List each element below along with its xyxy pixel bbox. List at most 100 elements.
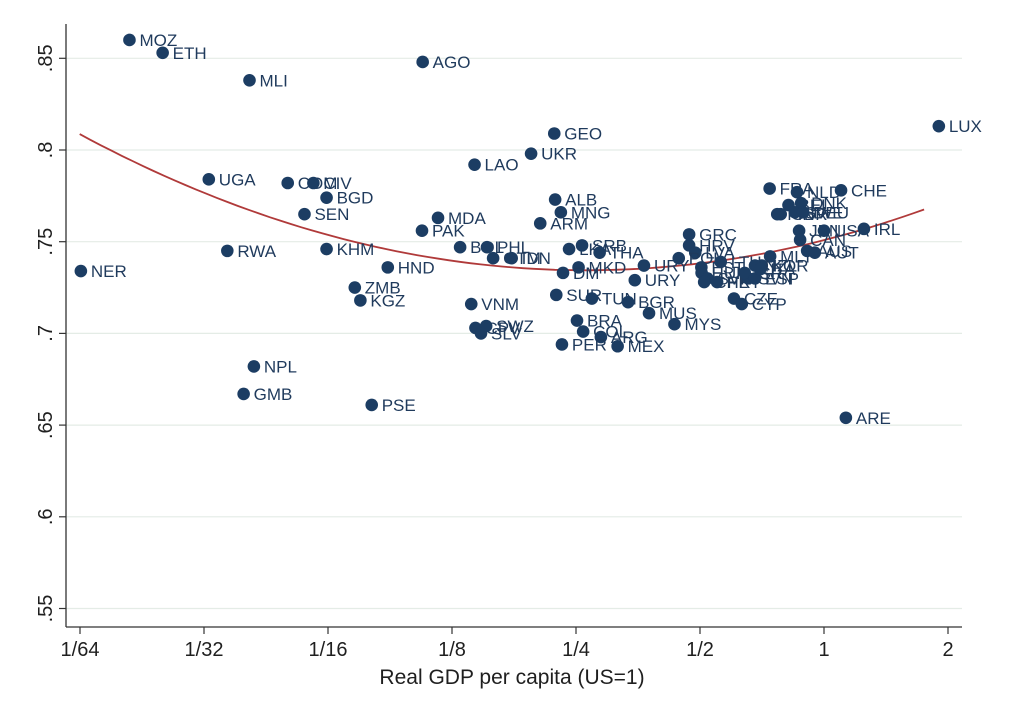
data-point (642, 306, 656, 320)
data-point (415, 224, 429, 237)
y-ticks: .55 .6 .65 .7 .75 .8 .85 (35, 44, 66, 622)
point-label: CHL (714, 273, 748, 292)
data-point (123, 33, 136, 47)
point-label: IDN (522, 249, 551, 268)
x-tick-label: 1 (818, 639, 829, 661)
y-tick-label: .75 (35, 228, 57, 256)
data-point (416, 55, 429, 69)
data-point (753, 262, 767, 276)
point-label: UKR (541, 145, 577, 164)
point-label: PAK (432, 222, 465, 241)
data-point (554, 206, 568, 219)
data-point (576, 325, 590, 338)
axes (65, 24, 962, 628)
gridlines (66, 57, 962, 610)
x-ticks: 1/64 1/32 1/16 1/8 1/4 1/2 1 2 (61, 627, 954, 661)
point-label: AGO (433, 53, 471, 72)
data-point (381, 261, 395, 274)
data-point (354, 294, 367, 307)
data-point (431, 211, 445, 225)
point-label: SWE (805, 203, 844, 222)
x-tick-label: 1/4 (562, 639, 590, 661)
point-label: KHM (337, 240, 375, 259)
data-point (548, 193, 562, 206)
data-point (857, 222, 871, 236)
data-point (697, 275, 711, 289)
point-label: URY (645, 271, 681, 290)
data-point (637, 259, 651, 272)
data-point (320, 242, 333, 256)
x-tick-label: 1/16 (309, 639, 348, 661)
point-label: NZL (765, 257, 797, 276)
data-point (549, 288, 563, 302)
data-point (348, 281, 362, 294)
data-point (156, 46, 169, 60)
point-label: LUX (949, 117, 982, 136)
data-point (710, 275, 724, 289)
point-label: KOR (772, 257, 809, 276)
data-point (237, 387, 250, 401)
point-label: MDA (448, 209, 486, 228)
data-point (834, 184, 848, 197)
data-point (486, 251, 500, 265)
point-label: ITA (770, 260, 796, 279)
point-label: KGZ (370, 291, 405, 310)
point-label: DEU (813, 203, 849, 222)
point-label: NER (91, 262, 127, 281)
point-label: HND (398, 258, 435, 277)
point-label: LAO (485, 156, 519, 175)
point-label: MEX (628, 337, 665, 356)
data-point (468, 158, 481, 171)
point-label: CPV (485, 319, 521, 338)
data-point (770, 207, 784, 221)
point-label: MUS (659, 304, 697, 323)
data-point (524, 147, 538, 160)
data-point (738, 266, 752, 280)
data-point (243, 74, 256, 87)
data-points: MOZETHMLIAGONERUGARWACOMCIVBGDSENKHMZMBK… (74, 31, 982, 428)
point-label: PHL (497, 238, 530, 257)
point-label: BGD (337, 189, 374, 208)
y-tick-label: .85 (35, 44, 57, 72)
data-point (792, 224, 806, 237)
data-point (688, 246, 702, 260)
data-point (672, 251, 686, 265)
data-point (474, 327, 488, 340)
point-label: ARM (550, 214, 588, 233)
data-point (533, 217, 547, 230)
data-point (547, 127, 561, 140)
point-label: ARE (856, 409, 891, 428)
point-label: MKD (589, 258, 627, 277)
x-tick-label: 1/8 (438, 639, 466, 661)
x-tick-label: 1/64 (61, 639, 100, 661)
point-label: AUT (825, 244, 859, 263)
data-point (320, 191, 333, 204)
data-point (572, 261, 585, 274)
data-point (505, 251, 518, 265)
point-label: NPL (264, 357, 297, 376)
y-tick-label: .65 (35, 411, 57, 439)
data-point (748, 272, 762, 285)
data-point (74, 264, 88, 278)
point-label: GEO (564, 124, 602, 143)
point-label: HRV (699, 236, 735, 255)
data-point (593, 246, 606, 260)
point-label: AUS (817, 242, 852, 261)
data-point (621, 295, 635, 309)
point-label: THA (610, 244, 645, 263)
point-label: BRA (587, 312, 623, 331)
point-label: NLD (807, 183, 841, 202)
data-point (570, 314, 584, 327)
point-label: PSE (382, 396, 416, 415)
data-point (735, 297, 749, 311)
data-point (793, 233, 807, 247)
point-label: VNM (481, 295, 519, 314)
point-label: IRL (874, 220, 900, 239)
x-axis-title: Real GDP per capita (US=1) (379, 666, 644, 689)
point-label: RWA (237, 242, 276, 261)
data-point (714, 255, 728, 269)
point-label: MYS (684, 315, 721, 334)
data-point (668, 317, 681, 331)
data-point (221, 244, 234, 258)
x-tick-label: 2 (942, 639, 953, 661)
